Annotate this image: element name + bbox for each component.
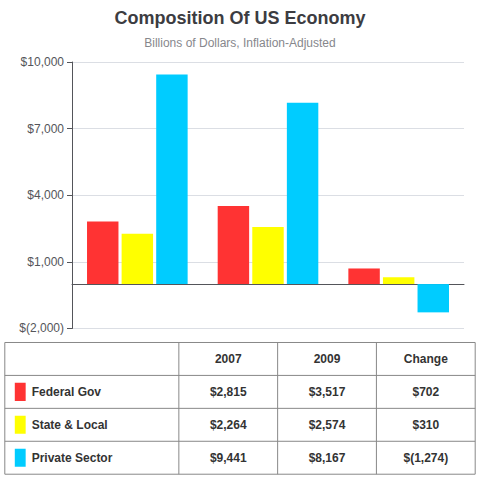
svg-text:$1,000: $1,000 — [27, 255, 64, 269]
svg-text:Private Sector: Private Sector — [32, 451, 113, 465]
svg-text:Composition Of US Economy: Composition Of US Economy — [114, 8, 365, 28]
svg-text:$10,000: $10,000 — [21, 55, 65, 69]
svg-text:$8,167: $8,167 — [309, 451, 346, 465]
svg-text:$3,517: $3,517 — [309, 385, 346, 399]
svg-text:$9,441: $9,441 — [210, 451, 247, 465]
svg-text:2009: 2009 — [314, 352, 341, 366]
svg-text:$2,574: $2,574 — [309, 418, 346, 432]
svg-text:State & Local: State & Local — [32, 418, 108, 432]
svg-text:$2,264: $2,264 — [210, 418, 247, 432]
svg-text:Billions of Dollars, Inflation: Billions of Dollars, Inflation-Adjusted — [144, 36, 335, 50]
svg-text:$702: $702 — [412, 385, 439, 399]
svg-text:2007: 2007 — [215, 352, 242, 366]
svg-text:$(1,274): $(1,274) — [403, 451, 448, 465]
svg-text:$(2,000): $(2,000) — [19, 321, 64, 335]
svg-text:Change: Change — [404, 352, 448, 366]
svg-text:$310: $310 — [412, 418, 439, 432]
svg-text:$7,000: $7,000 — [27, 122, 64, 136]
svg-text:$2,815: $2,815 — [210, 385, 247, 399]
svg-text:Federal Gov: Federal Gov — [32, 385, 102, 399]
svg-text:$4,000: $4,000 — [27, 188, 64, 202]
